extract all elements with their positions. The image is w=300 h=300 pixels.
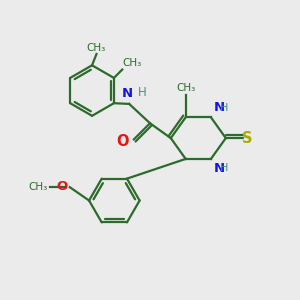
Text: H: H xyxy=(220,103,228,113)
Text: H: H xyxy=(137,85,146,99)
Text: H: H xyxy=(220,164,228,173)
Text: CH₃: CH₃ xyxy=(87,43,106,52)
Text: CH₃: CH₃ xyxy=(29,182,48,192)
Text: CH₃: CH₃ xyxy=(176,83,195,93)
Text: CH₃: CH₃ xyxy=(123,58,142,68)
Text: O: O xyxy=(116,134,128,149)
Text: N: N xyxy=(213,162,224,175)
Text: N: N xyxy=(213,101,224,114)
Text: O: O xyxy=(56,180,68,193)
Text: N: N xyxy=(122,87,133,100)
Text: S: S xyxy=(242,130,252,146)
